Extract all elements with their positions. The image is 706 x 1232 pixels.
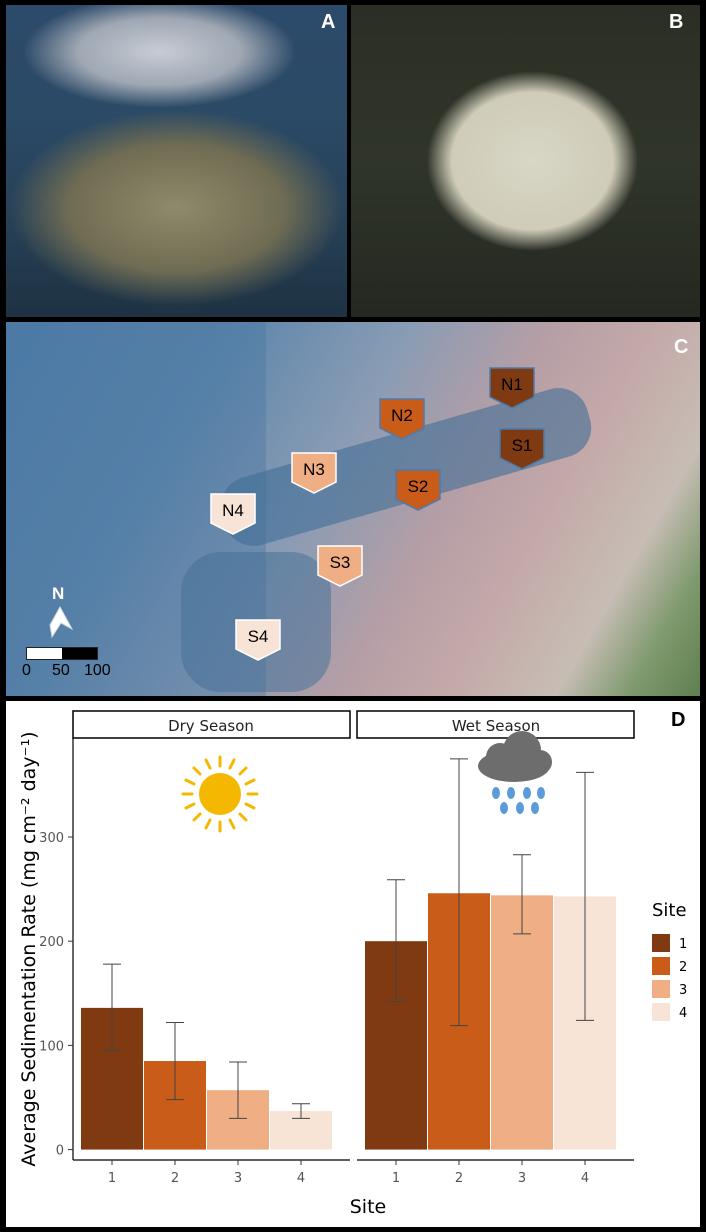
legend-swatch bbox=[652, 957, 670, 975]
aerial-site-map: C N1 N2 N3 N4 S1 S2 S3 S4 N 0 50 100 bbox=[6, 322, 700, 696]
site-marker-s1: S1 bbox=[499, 428, 545, 470]
legend-label: 3 bbox=[679, 983, 687, 998]
x-ticks: 1 2 3 4 1 2 3 4 bbox=[108, 1160, 589, 1186]
scale-label-50: 50 bbox=[52, 662, 70, 679]
y-tick-label: 100 bbox=[39, 1039, 64, 1054]
legend-label: 1 bbox=[679, 937, 687, 952]
coral-photo-a: A bbox=[6, 5, 347, 317]
x-axis-title: Site bbox=[350, 1196, 386, 1218]
site-marker-s2: S2 bbox=[395, 469, 441, 511]
site-label-n4: N4 bbox=[222, 501, 244, 520]
rain-cloud-icon bbox=[478, 731, 552, 814]
x-tick-label: 2 bbox=[171, 1171, 179, 1186]
site-label-s2: S2 bbox=[407, 477, 429, 496]
x-tick-label: 2 bbox=[455, 1171, 463, 1186]
site-marker-s4: S4 bbox=[235, 619, 281, 661]
site-label-s4: S4 bbox=[247, 627, 269, 646]
x-tick-label: 3 bbox=[234, 1171, 242, 1186]
facet-label-wet: Wet Season bbox=[452, 717, 540, 735]
y-ticks: 0 100 200 300 bbox=[39, 831, 73, 1159]
facet-label-dry: Dry Season bbox=[168, 717, 254, 735]
panel-label-a: A bbox=[321, 11, 336, 33]
site-marker-n1: N1 bbox=[489, 367, 535, 409]
site-marker-n4: N4 bbox=[210, 493, 256, 535]
legend: 1 2 3 4 bbox=[652, 934, 687, 1021]
facet-strip-wet bbox=[356, 710, 635, 739]
scale-bar bbox=[26, 647, 98, 660]
coral-photo-b: B bbox=[351, 5, 700, 317]
y-tick-label: 300 bbox=[39, 831, 64, 846]
y-axis-title: Average Sedimentation Rate (mg cm⁻² day⁻… bbox=[18, 731, 40, 1166]
site-label-s1: S1 bbox=[511, 436, 533, 455]
bar bbox=[491, 895, 553, 1150]
panel-label-d: D bbox=[671, 709, 685, 731]
legend-swatch bbox=[652, 1003, 670, 1021]
legend-label: 2 bbox=[679, 960, 687, 975]
legend-swatch bbox=[652, 980, 670, 998]
x-tick-label: 4 bbox=[297, 1171, 305, 1186]
site-label-n3: N3 bbox=[303, 460, 325, 479]
x-tick-label: 1 bbox=[392, 1171, 400, 1186]
x-tick-label: 4 bbox=[581, 1171, 589, 1186]
sun-icon bbox=[181, 755, 259, 833]
scale-label-100: 100 bbox=[84, 662, 111, 679]
facet-strip-dry bbox=[72, 710, 351, 739]
site-marker-n3: N3 bbox=[291, 452, 337, 494]
bars-layer bbox=[81, 758, 616, 1150]
legend-label: 4 bbox=[679, 1006, 687, 1021]
north-label: N bbox=[52, 584, 65, 603]
site-marker-s3: S3 bbox=[317, 545, 363, 587]
panel-label-c: C bbox=[674, 336, 689, 358]
site-label-n2: N2 bbox=[391, 406, 413, 425]
legend-title: Site bbox=[652, 900, 687, 921]
x-tick-label: 1 bbox=[108, 1171, 116, 1186]
y-tick-label: 0 bbox=[56, 1144, 64, 1159]
site-label-s3: S3 bbox=[329, 553, 351, 572]
y-tick-label: 200 bbox=[39, 935, 64, 950]
panel-label-b: B bbox=[669, 11, 684, 33]
x-tick-label: 3 bbox=[518, 1171, 526, 1186]
site-label-n1: N1 bbox=[501, 375, 523, 394]
north-arrow-icon bbox=[49, 605, 74, 639]
scale-label-0: 0 bbox=[22, 662, 31, 679]
legend-swatch bbox=[652, 934, 670, 952]
site-marker-n2: N2 bbox=[379, 398, 425, 440]
